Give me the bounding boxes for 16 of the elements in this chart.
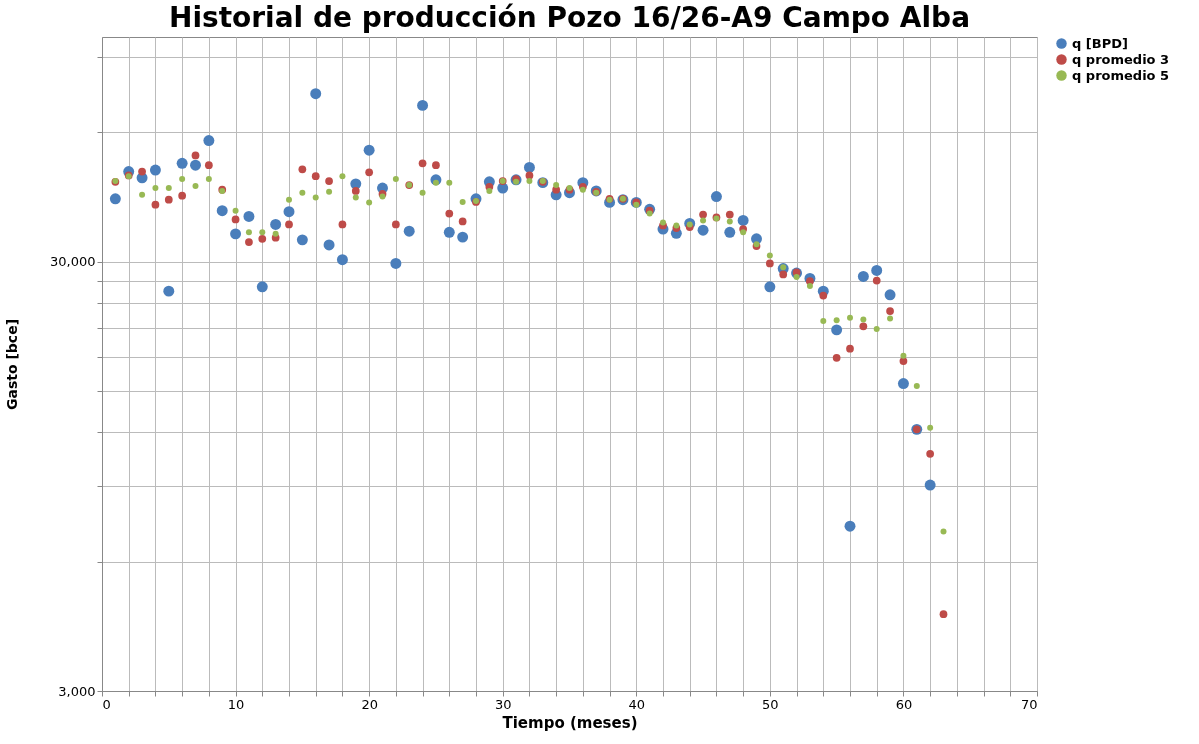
legend-label: q promedio 3	[1072, 51, 1170, 67]
chart-title: Historial de producción Pozo 16/26-A9 Campo Alba	[168, 1, 971, 34]
x-tick-label: 30	[494, 696, 512, 712]
x-tick-label: 0	[102, 696, 111, 712]
x-axis-title: Tiempo (meses)	[502, 713, 638, 732]
x-tick-label: 50	[762, 696, 779, 712]
x-tick-label: 40	[628, 696, 646, 712]
legend-label: q promedio 5	[1072, 67, 1170, 83]
y-tick-label: 3,000	[58, 683, 96, 699]
x-tick-label: 10	[227, 696, 245, 712]
y-tick-label: 30,000	[50, 254, 96, 270]
x-tick-label: 60	[895, 696, 913, 712]
x-tick-label: 20	[361, 696, 378, 712]
legend-label: q [BPD]	[1072, 35, 1128, 51]
x-tick-label: 70	[1020, 696, 1038, 712]
y-axis-title: Gasto [bce]	[4, 318, 21, 411]
